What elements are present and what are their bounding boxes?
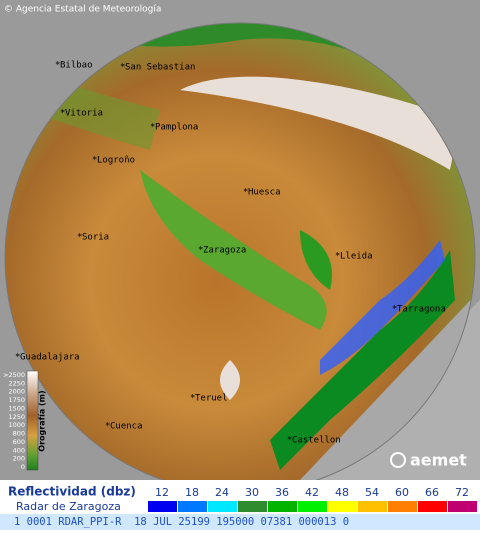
- logo: aemet: [390, 451, 467, 470]
- city-label: Pamplona: [155, 123, 198, 133]
- elevation-label: 2250: [8, 379, 25, 387]
- elevation-label: 200: [13, 455, 25, 463]
- city-label: Castellon: [292, 436, 341, 446]
- elevation-label: 2000: [8, 388, 25, 396]
- elevation-label: 400: [13, 446, 25, 454]
- status-text: 1 0001 RDAR_PPI-R 18 JUL 25199 195000 07…: [14, 516, 349, 528]
- city-marker: *: [150, 123, 155, 133]
- level-swatch: [358, 501, 387, 512]
- level-label: 30: [245, 486, 259, 499]
- city-label: Teruel: [195, 394, 228, 404]
- city-label: Logroño: [97, 156, 135, 166]
- elevation-label: 1000: [8, 421, 25, 429]
- color-scale: 12 18 24 30 36 42 48 54 60 66 72: [148, 486, 477, 512]
- city-marker: *: [55, 61, 60, 71]
- city-marker: *: [92, 156, 97, 166]
- level-swatch: [178, 501, 207, 512]
- city-marker: *: [198, 246, 203, 256]
- level-swatch: [448, 501, 477, 512]
- level-swatch: [328, 501, 357, 512]
- elevation-label: 1500: [8, 404, 25, 412]
- elevation-label: 600: [13, 438, 25, 446]
- city-marker: *: [392, 305, 397, 315]
- level-swatch: [238, 501, 267, 512]
- level-swatch: [208, 501, 237, 512]
- city-label: Vitoria: [65, 109, 103, 119]
- city-marker: *: [287, 436, 292, 446]
- elevation-legend: >250022502000175015001250100080060040020…: [3, 370, 47, 471]
- city-marker: *: [120, 63, 125, 73]
- city-label: Bilbao: [60, 61, 93, 71]
- radar-name: Radar de Zaragoza: [16, 500, 121, 513]
- level-swatch: [388, 501, 417, 512]
- city-marker: *: [243, 188, 248, 198]
- level-swatch: [268, 501, 297, 512]
- level-label: 48: [335, 486, 349, 499]
- level-label: 24: [215, 486, 229, 499]
- elevation-label: 0: [21, 463, 25, 471]
- level-swatch: [418, 501, 447, 512]
- status-bar: [0, 514, 480, 530]
- level-label: 12: [155, 486, 169, 499]
- elevation-title: Orografía (m): [38, 390, 47, 451]
- map: [0, 0, 480, 494]
- city-marker: *: [15, 353, 20, 363]
- city-label: Huesca: [248, 188, 281, 198]
- level-label: 66: [425, 486, 439, 499]
- city-label: Lleida: [340, 252, 373, 262]
- level-label: 60: [395, 486, 409, 499]
- reflectivity-title: Reflectividad (dbz): [8, 485, 136, 499]
- city-label: Guadalajara: [20, 353, 80, 363]
- city-label: Soria: [82, 233, 109, 243]
- elevation-label: >2500: [3, 371, 25, 379]
- level-label: 18: [185, 486, 199, 499]
- city-marker: *: [60, 109, 65, 119]
- level-label: 36: [275, 486, 289, 499]
- elevation-label: 1750: [8, 396, 25, 404]
- credit: © Agencia Estatal de Meteorología: [4, 5, 161, 15]
- city-label: San Sebastian: [125, 63, 195, 73]
- city-label: Tarragona: [397, 305, 446, 315]
- elevation-label: 1250: [8, 413, 25, 421]
- level-label: 54: [365, 486, 379, 499]
- logo-text: aemet: [410, 451, 467, 470]
- city-label: Cuenca: [110, 422, 143, 432]
- city-label: Zaragoza: [203, 246, 246, 256]
- city-marker: *: [190, 394, 195, 404]
- level-swatch: [298, 501, 327, 512]
- city-marker: *: [77, 233, 82, 243]
- level-swatch: [148, 501, 177, 512]
- city-marker: *: [105, 422, 110, 432]
- elevation-label: 800: [13, 430, 25, 438]
- city-marker: *: [335, 252, 340, 262]
- level-label: 42: [305, 486, 319, 499]
- city-labels: * Bilbao * San Sebastian* Vitoria* Pamplona* L…: [15, 61, 446, 446]
- level-label: 72: [455, 486, 469, 499]
